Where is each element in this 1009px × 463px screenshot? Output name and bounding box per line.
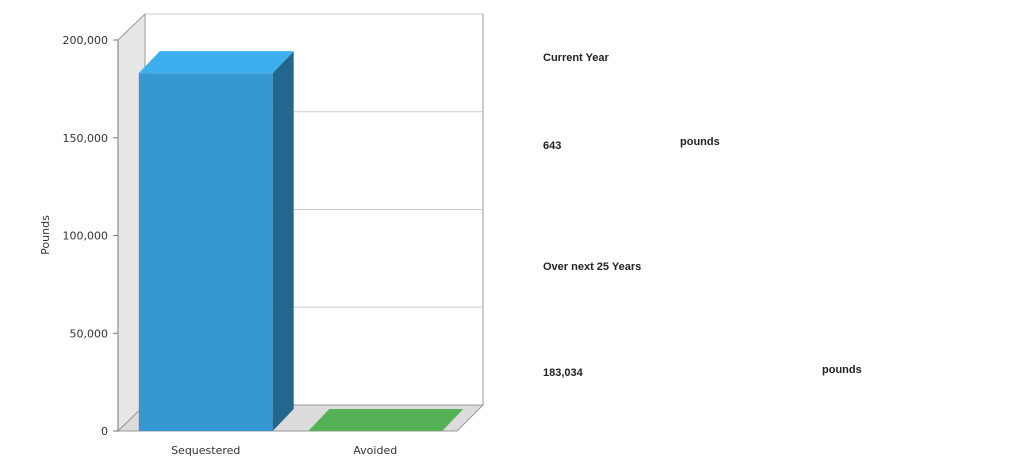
- summary-value: 643: [543, 140, 561, 152]
- bar-top: [138, 51, 294, 74]
- bar-top: [308, 409, 464, 431]
- summary-heading: Current Year: [543, 52, 610, 64]
- summary-unit: pounds: [680, 136, 720, 148]
- x-tick-label: Avoided: [353, 444, 397, 457]
- bar-side: [272, 51, 294, 432]
- summary-value: 183,034: [543, 367, 584, 379]
- y-tick-label: 100,000: [63, 230, 109, 243]
- x-tick-label: Sequestered: [171, 444, 240, 457]
- summary: Current Year 643 pounds Over next 25 Yea…: [543, 52, 862, 379]
- summary-heading: Over next 25 Years: [543, 261, 641, 273]
- y-tick-label: 200,000: [63, 34, 109, 47]
- y-tick-label: 50,000: [70, 327, 109, 340]
- bar: [138, 73, 273, 432]
- y-tick-label: 0: [101, 425, 108, 438]
- summary-unit: pounds: [822, 364, 862, 376]
- y-tick-label: 150,000: [63, 132, 109, 145]
- y-axis-label: Pounds: [39, 215, 52, 255]
